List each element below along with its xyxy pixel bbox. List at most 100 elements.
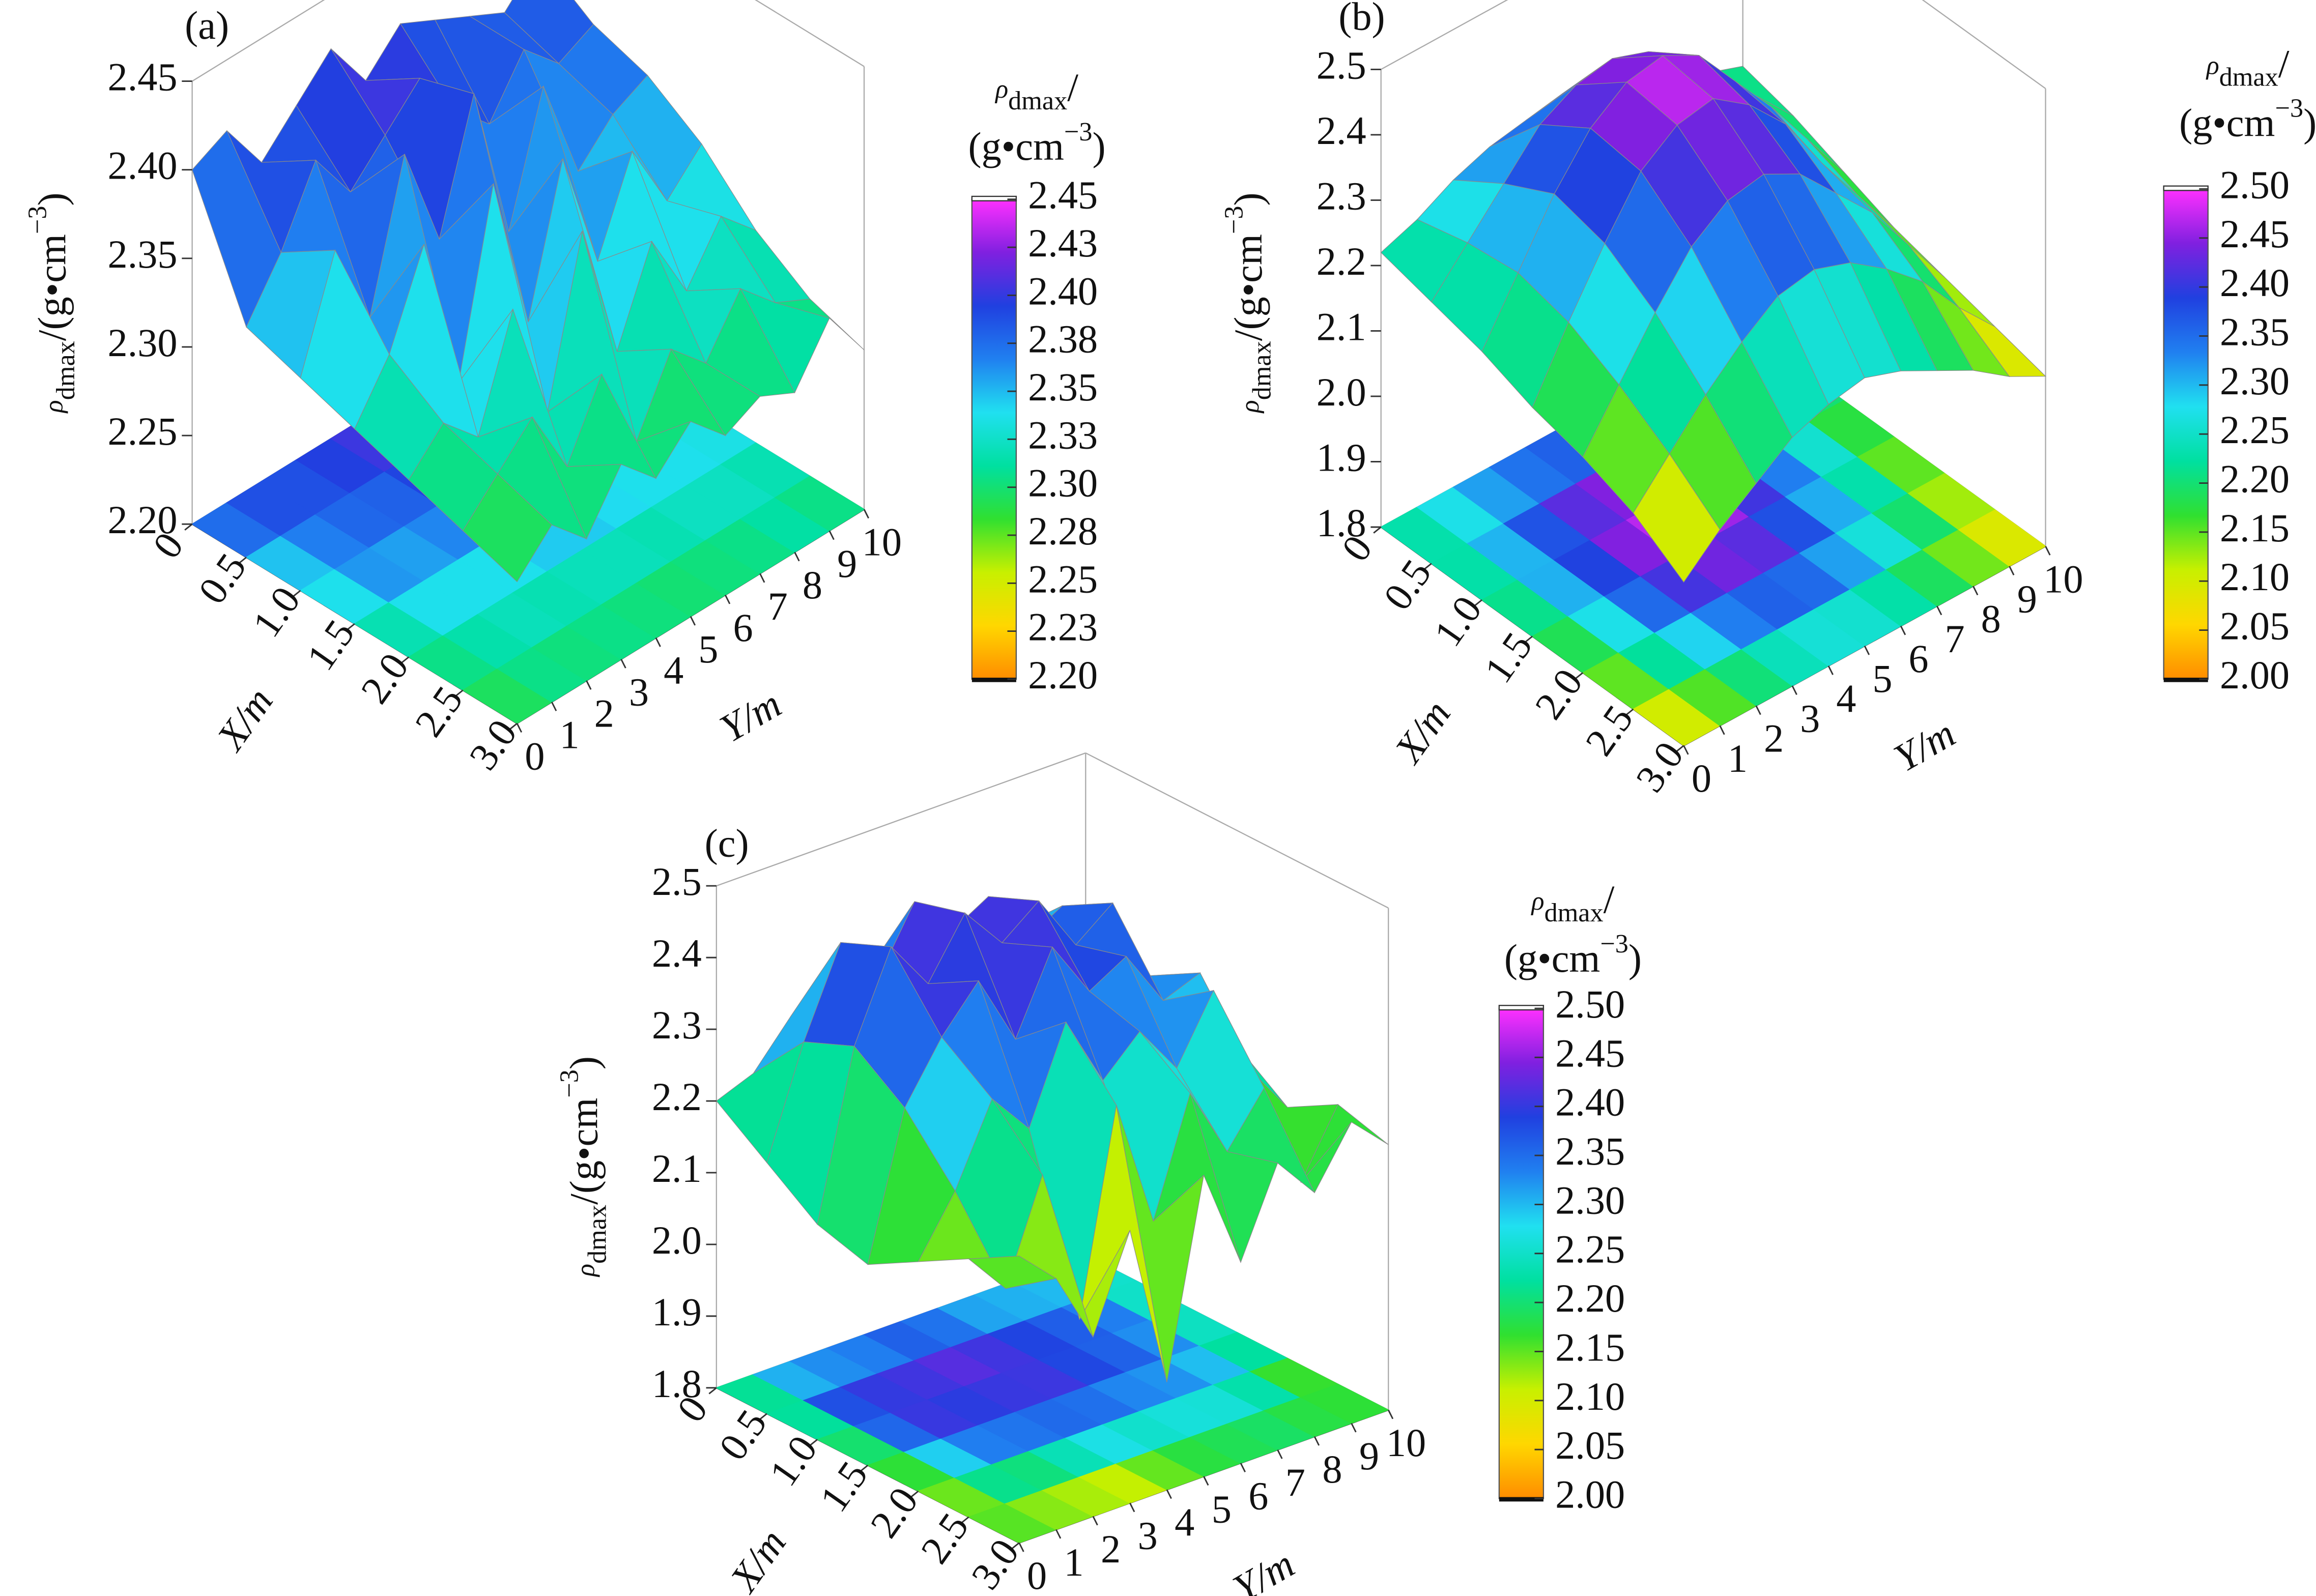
label-part: / (1604, 877, 1615, 921)
label-part: −3 (1219, 206, 1248, 235)
x-tick (1676, 745, 1684, 752)
y-axis-label: Y/m (712, 681, 788, 750)
y-tick (1313, 1436, 1320, 1446)
x-axis-label: X/m (721, 1521, 794, 1596)
x-tick (708, 1387, 717, 1395)
z-tick-label: 2.25 (108, 409, 178, 453)
z-tick-label: 2.35 (108, 232, 178, 276)
box-edge (1085, 752, 1389, 909)
colorbar-tick-label: 2.40 (1028, 269, 1098, 313)
z-axis-label: ρdmax/(g•cm−3) (554, 1056, 612, 1278)
colorbar-tick-label: 2.33 (1028, 413, 1098, 457)
z-axis-label: ρdmax/(g•cm−3) (23, 192, 80, 414)
y-tick (551, 702, 557, 711)
y-tick-label: 4 (1836, 676, 1856, 720)
box-edge (1922, 0, 2046, 90)
label-part: dmax (2219, 63, 2278, 92)
label-part: ρ (570, 1264, 600, 1278)
label-part: −3 (23, 206, 52, 235)
z-tick-label: 2.2 (652, 1075, 702, 1119)
label-part: (g•cm (968, 124, 1064, 168)
label-part: dmax (1247, 341, 1276, 400)
y-tick-label: 1 (1728, 736, 1748, 780)
y-tick-label: 4 (664, 648, 683, 692)
label-part: ρ (1531, 886, 1545, 916)
y-tick-label: 10 (1386, 1420, 1426, 1465)
y-tick (586, 680, 592, 690)
label-part: /(g•cm (1226, 234, 1270, 341)
colorbar-title: ρdmax/ (2206, 41, 2290, 92)
colorbar-tick-label: 2.45 (1555, 1031, 1625, 1075)
label-part: −3 (554, 1069, 584, 1098)
x-axis-label: X/m (207, 680, 281, 759)
colorbar-tick-label: 2.15 (1555, 1325, 1625, 1369)
z-tick-label: 2.5 (1317, 43, 1366, 87)
z-tick-label: 2.3 (1317, 173, 1366, 218)
label-part: / (2278, 41, 2290, 85)
y-tick (1240, 1463, 1246, 1472)
colorbar-tick-label: 2.35 (1555, 1129, 1625, 1173)
z-tick-label: 2.4 (1317, 108, 1366, 153)
label-part: −3 (1064, 117, 1093, 147)
y-tick (516, 723, 523, 733)
y-tick-label: 7 (1285, 1460, 1305, 1504)
z-tick-label: 2.1 (652, 1146, 702, 1191)
y-tick (620, 659, 626, 669)
colorbar-tick-label: 2.43 (1028, 221, 1098, 265)
label-part: dmax (51, 341, 80, 400)
y-tick (1864, 645, 1870, 655)
x-tick (293, 590, 301, 597)
z-tick-label: 1.9 (652, 1290, 702, 1334)
surface-cell (1633, 453, 1721, 583)
colorbar-tick-label: 2.45 (2220, 212, 2290, 256)
y-tick (794, 552, 800, 562)
label-part: ) (1226, 192, 1270, 206)
label-part: /(g•cm (561, 1098, 606, 1205)
z-axis-label: ρdmax/(g•cm−3) (1219, 192, 1276, 414)
panel: 1.81.92.02.12.22.32.42.500.51.01.52.02.5… (554, 752, 1642, 1596)
y-tick (1719, 725, 1725, 735)
y-tick-label: 1 (1064, 1540, 1084, 1584)
z-tick-label: 2.40 (108, 143, 178, 188)
z-tick-label: 2.30 (108, 321, 178, 365)
y-tick-label: 0 (1027, 1553, 1047, 1596)
z-tick-label: 2.2 (1317, 239, 1366, 283)
y-tick-label: 6 (733, 605, 753, 650)
y-tick-label: 5 (1872, 656, 1892, 701)
colorbar-tick-label: 2.28 (1028, 509, 1098, 553)
y-tick-label: 9 (837, 541, 857, 586)
label-part: dmax (1545, 898, 1604, 927)
box-edge (1381, 0, 1508, 70)
x-tick (1575, 672, 1584, 680)
y-tick-label: 6 (1248, 1473, 1268, 1518)
label-part: ρ (2206, 50, 2219, 80)
y-tick-label: 3 (629, 670, 649, 714)
label-part: ρ (39, 400, 69, 414)
y-tick (1351, 1423, 1357, 1433)
x-tick (1423, 563, 1432, 570)
colorbar-title: ρdmax/ (1531, 877, 1615, 927)
x-tick (759, 1413, 767, 1420)
label-part: dmax (583, 1205, 612, 1264)
y-tick-label: 8 (1322, 1447, 1342, 1491)
colorbar-tick-label: 2.45 (1028, 173, 1098, 217)
x-tick (1625, 708, 1634, 716)
z-tick-label: 2.0 (1317, 370, 1366, 414)
label-part: /(g•cm (30, 234, 74, 341)
y-axis-label: Y/m (1226, 1542, 1302, 1596)
y-tick (2045, 546, 2051, 556)
box-edge (754, 0, 865, 67)
colorbar-tick-label: 2.00 (2220, 653, 2290, 697)
box-edge (192, 0, 325, 82)
x-tick (910, 1490, 919, 1498)
colorbar-tick-label: 2.23 (1028, 605, 1098, 649)
y-tick (1166, 1489, 1172, 1499)
y-tick-label: 5 (698, 627, 718, 671)
y-tick-label: 0 (1692, 756, 1711, 800)
label-part: ) (30, 192, 74, 206)
z-tick-label: 1.9 (1317, 435, 1366, 479)
colorbar-tick-label: 2.40 (1555, 1080, 1625, 1124)
z-tick-label: 2.5 (652, 859, 702, 904)
surface-cell (968, 1256, 1057, 1289)
colorbar-tick-label: 2.00 (1555, 1472, 1625, 1516)
